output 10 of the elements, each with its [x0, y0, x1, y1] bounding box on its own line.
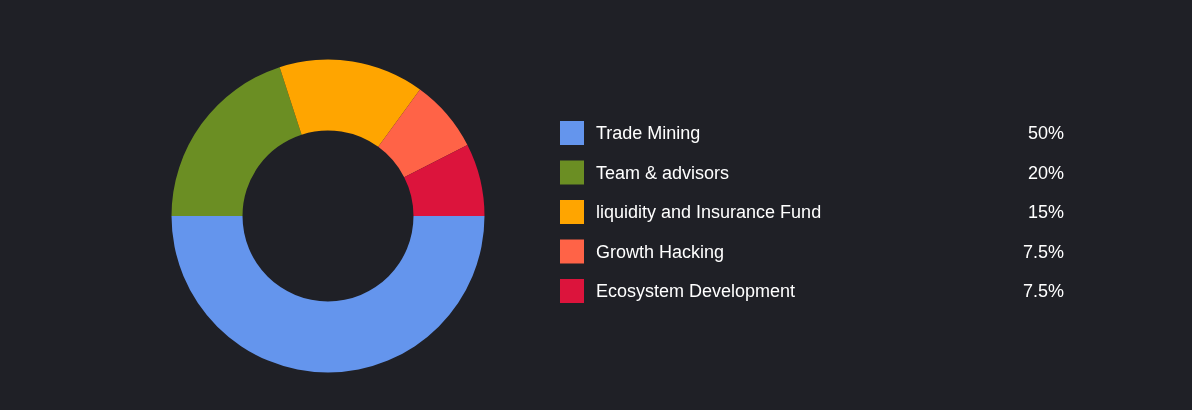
data-label: 50%	[1027, 123, 1064, 143]
legend-label: Ecosystem Development	[596, 281, 796, 301]
data-label: 15%	[1027, 202, 1064, 222]
legend-label: Growth Hacking	[596, 241, 725, 262]
legend-label: liquidity and Insurance Fund	[596, 202, 822, 222]
data-label: 7.5%	[1022, 281, 1064, 301]
legend-label: Team & advisors	[596, 162, 730, 183]
legend-label: Trade Mining	[596, 123, 701, 143]
data-label: 7.5%	[1022, 241, 1064, 262]
data-label: 20%	[1027, 162, 1064, 183]
